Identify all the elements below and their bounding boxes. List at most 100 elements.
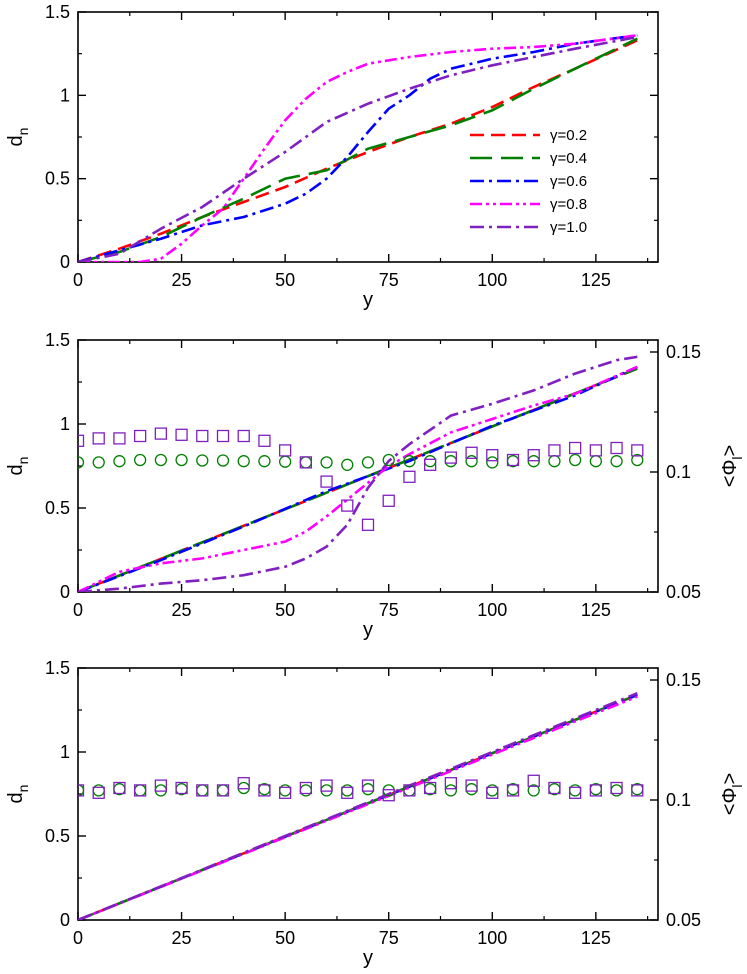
series-line-g10: [78, 691, 638, 920]
circle-marker: [403, 455, 416, 468]
circle-marker: [196, 784, 209, 797]
y-tick-label: 0.5: [45, 498, 70, 518]
circle-marker: [237, 781, 250, 795]
y-tick-label: 1.5: [45, 658, 70, 678]
legend-label: γ=0.2: [550, 127, 587, 144]
square-marker: [465, 779, 478, 792]
circle-marker: [423, 455, 437, 468]
y-tick-label: 1: [60, 742, 70, 762]
circle-marker: [610, 784, 623, 797]
square-marker: [78, 434, 85, 447]
circle-marker: [589, 455, 603, 468]
series-line-g04: [78, 37, 638, 262]
circle-marker: [278, 455, 292, 468]
square-marker: [486, 449, 499, 462]
square-marker: [631, 784, 644, 797]
y-tick-label: 0: [60, 910, 70, 930]
circle-marker: [196, 454, 209, 467]
square-marker: [92, 432, 105, 445]
x-tick-label: 125: [581, 270, 611, 290]
square-marker: [423, 458, 437, 471]
x-tick-label: 0: [73, 270, 83, 290]
square-marker: [113, 781, 126, 795]
square-marker: [506, 784, 520, 797]
series-line-g06: [78, 365, 638, 592]
y-axis-label: dn: [5, 785, 31, 804]
square-marker: [258, 434, 271, 447]
square-marker: [154, 427, 168, 440]
square-marker: [196, 784, 209, 797]
square-marker: [216, 784, 230, 797]
y2-axis-label: <Φl>: [719, 773, 745, 815]
x-tick-label: 25: [172, 928, 192, 948]
square-marker: [444, 451, 458, 464]
square-marker: [506, 453, 520, 467]
square-marker: [196, 429, 209, 443]
series-line-g06: [78, 34, 638, 262]
circle-marker: [258, 455, 271, 468]
y-tick-label: 1.5: [45, 330, 70, 350]
x-tick-label: 50: [275, 600, 295, 620]
square-marker: [154, 779, 168, 792]
series-line-g08: [78, 34, 638, 262]
circle-marker: [568, 784, 582, 797]
series-line-g02: [78, 39, 638, 262]
y-axis-label: dn: [5, 128, 31, 147]
circle-marker: [299, 456, 313, 469]
square-marker: [568, 786, 582, 799]
legend-label: γ=0.4: [550, 150, 587, 167]
y2-tick-label: 0.15: [666, 342, 701, 362]
circle-marker: [486, 784, 499, 797]
circle-marker: [320, 456, 333, 469]
circle-marker: [133, 453, 147, 467]
square-marker: [341, 786, 354, 799]
circle-marker: [320, 784, 333, 797]
data-area: [78, 355, 644, 592]
square-marker: [527, 449, 540, 462]
series-line-g10: [78, 355, 638, 592]
square-marker: [258, 784, 271, 797]
x-tick-label: 125: [581, 600, 611, 620]
circle-marker: [361, 783, 375, 796]
square-marker: [341, 499, 354, 512]
square-marker: [403, 784, 416, 797]
x-tick-label: 100: [477, 600, 507, 620]
circle-marker: [527, 784, 540, 797]
circle-marker: [361, 456, 375, 469]
legend-label: γ=1.0: [550, 219, 587, 236]
panel-middle: 0 25 50 75 100 125 0 0.5 1 1.5 0.05 0.1 0.15 <Φl> y dn: [5, 330, 745, 641]
square-marker: [92, 786, 105, 799]
circle-marker: [113, 455, 126, 468]
y2-axis-label: <Φl>: [719, 445, 745, 487]
square-marker: [382, 494, 395, 507]
square-marker: [589, 784, 603, 797]
y2-tick-label: 0.05: [666, 910, 701, 930]
circle-marker: [610, 455, 623, 468]
square-marker: [527, 774, 540, 787]
x-axis-label: y: [363, 289, 373, 311]
circle-marker: [548, 455, 561, 468]
square-marker: [548, 444, 561, 457]
y-tick-label: 0.5: [45, 826, 70, 846]
y2-tick-label: 0.05: [666, 582, 701, 602]
square-marker: [444, 777, 458, 790]
square-marker: [589, 444, 603, 457]
square-marker: [278, 444, 292, 457]
x-tick-label: 50: [275, 270, 295, 290]
x-tick-label: 75: [379, 270, 399, 290]
circle-marker: [568, 453, 582, 467]
circle-marker: [92, 784, 105, 797]
square-marker: [299, 456, 313, 469]
x-tick-label: 75: [379, 600, 399, 620]
square-marker: [175, 781, 188, 795]
square-marker: [631, 444, 644, 457]
y2-tick-label: 0.1: [666, 462, 691, 482]
square-marker: [610, 781, 623, 795]
x-tick-label: 25: [172, 600, 192, 620]
y2-tick-label: 0.1: [666, 790, 691, 810]
y-tick-label: 0: [60, 252, 70, 272]
square-marker: [320, 475, 333, 488]
circle-marker: [444, 784, 458, 797]
square-marker: [361, 779, 375, 792]
